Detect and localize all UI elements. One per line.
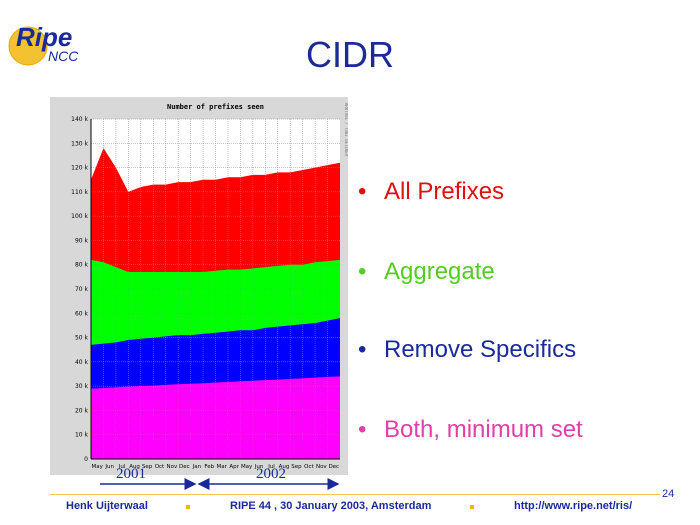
bullet-marker: • — [358, 178, 367, 205]
chart-side-credit: RRDTOOL / TOBI OETIKER — [344, 103, 348, 157]
chart-y-tick-label: 130 k — [71, 140, 88, 147]
chart-y-tick-label: 90 k — [75, 237, 89, 244]
chart-x-tick-label: Mar — [217, 464, 228, 470]
chart-y-tick-label: 110 k — [71, 189, 88, 196]
chart-y-tick-label: 140 k — [71, 116, 88, 123]
chart-x-tick-label: Feb — [204, 464, 214, 470]
chart-y-tick-label: 80 k — [75, 262, 89, 269]
chart-y-tick-label: 20 k — [75, 407, 89, 414]
footer-divider — [50, 494, 660, 495]
bullet-marker: • — [358, 258, 367, 285]
slide-title: CIDR — [306, 34, 394, 75]
chart-y-tick-label: 30 k — [75, 383, 89, 390]
bullet-remove-specifics: • Remove Specifics — [358, 336, 576, 364]
chart-y-tick-label: 50 k — [75, 335, 89, 342]
ripe-ncc-logo: Ripe NCC — [8, 22, 79, 66]
footer-author: Henk Uijterwaal — [66, 500, 148, 512]
chart-x-tick-label: May — [241, 464, 253, 470]
chart-title: Number of prefixes seen — [167, 103, 264, 111]
year-label-2002: 2002 — [256, 466, 286, 482]
bullet-aggregate: • Aggregate — [358, 258, 495, 286]
year-label-2001: 2001 — [116, 466, 146, 482]
footer-separator — [186, 505, 190, 509]
chart-x-tick-label: Sep — [142, 464, 153, 470]
bullet-minimum-set: • Both, minimum set — [358, 416, 583, 444]
footer-separator — [470, 505, 474, 509]
bullet-text: Remove Specifics — [384, 336, 577, 363]
chart-x-tick-label: Nov — [167, 464, 178, 470]
bullet-text: Both, minimum set — [384, 416, 583, 443]
chart-y-tick-label: 100 k — [71, 213, 88, 220]
chart-x-tick-label: Jan — [192, 464, 202, 470]
footer-event: RIPE 44 , 30 January 2003, Amsterdam — [230, 500, 432, 512]
bullet-text: Aggregate — [384, 258, 495, 285]
chart-x-tick-label: Jul — [118, 464, 126, 470]
prefix-chart-svg: Number of prefixes seen RRDTOOL / TOBI OE… — [50, 97, 348, 475]
page-number: 24 — [662, 488, 675, 500]
bullet-marker: • — [358, 416, 367, 443]
chart-y-tick-label: 60 k — [75, 310, 89, 317]
chart-y-tick-label: 70 k — [75, 286, 89, 293]
chart-x-tick-label: Aug — [129, 464, 140, 470]
chart-y-tick-label: 40 k — [75, 359, 89, 366]
chart-x-tick-label: Oct — [155, 464, 165, 470]
chart-y-tick-label: 0 — [84, 456, 88, 463]
bullet-text: All Prefixes — [384, 178, 505, 205]
chart-x-tick-label: Nov — [316, 464, 327, 470]
chart-x-tick-label: Dec — [179, 464, 190, 470]
chart-x-tick-label: Jun — [104, 464, 114, 470]
logo-main-text: Ripe — [16, 22, 72, 52]
chart-x-tick-label: Apr — [229, 464, 239, 470]
chart-x-tick-label: Dec — [328, 464, 339, 470]
prefix-chart: Number of prefixes seen RRDTOOL / TOBI OE… — [50, 97, 348, 475]
chart-y-tick-label: 10 k — [75, 432, 89, 439]
logo-sun-icon — [9, 27, 47, 65]
chart-x-tick-label: Jul — [267, 464, 275, 470]
chart-y-tick-label: 120 k — [71, 165, 88, 172]
chart-x-tick-label: Aug — [279, 464, 290, 470]
bullet-marker: • — [358, 336, 367, 363]
chart-x-tick-label: May — [92, 464, 104, 470]
logo-sub-text: NCC — [48, 48, 79, 64]
footer-url[interactable]: http://www.ripe.net/ris/ — [514, 500, 633, 512]
chart-x-tick-label: Oct — [304, 464, 314, 470]
chart-x-tick-label: Sep — [291, 464, 302, 470]
chart-x-tick-label: Jun — [254, 464, 264, 470]
bullet-all-prefixes: • All Prefixes — [358, 178, 504, 206]
